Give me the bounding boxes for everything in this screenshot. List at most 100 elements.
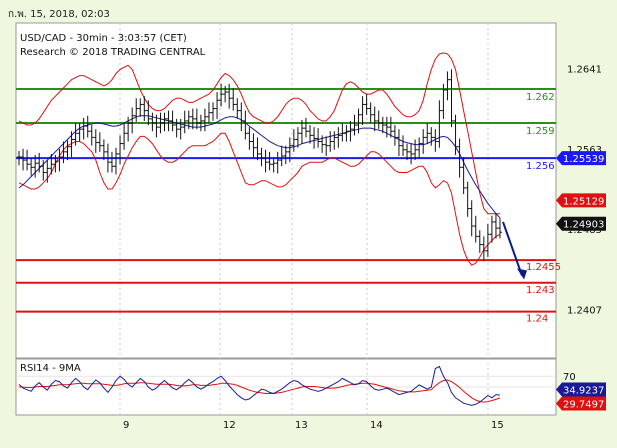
price-bar — [227, 83, 232, 109]
price-bar — [57, 148, 62, 172]
price-bar — [65, 140, 70, 161]
main-plot-area — [15, 22, 557, 359]
price-bar — [409, 143, 414, 165]
price-bar — [259, 147, 264, 167]
price-bar — [433, 129, 438, 152]
price-bar — [178, 118, 183, 140]
price-bar — [134, 98, 139, 122]
price-bar — [53, 154, 58, 173]
price-bar — [202, 108, 207, 132]
price-bar — [77, 122, 82, 142]
price-bar — [182, 110, 187, 134]
price-bar — [477, 230, 482, 253]
forecast-arrowhead — [517, 268, 527, 280]
price-bar — [194, 108, 199, 130]
y-tick-label: 1.2563 — [567, 145, 602, 156]
price-bar — [142, 96, 147, 121]
price-bar — [299, 119, 304, 144]
price-bar — [425, 122, 430, 144]
price-bar — [283, 145, 288, 165]
price-bar — [279, 145, 284, 167]
forecast-arrow — [502, 221, 523, 276]
bollinger-lower-line — [18, 132, 501, 266]
price-bar — [332, 131, 337, 150]
level-label: 1.2455 — [526, 262, 561, 273]
price-bar — [166, 110, 171, 132]
price-bar — [73, 122, 78, 146]
price-bar — [243, 110, 248, 140]
price-tag: 1.25129 — [556, 193, 606, 208]
price-bar — [122, 122, 127, 150]
price-bar — [29, 158, 34, 176]
x-tick-label: 9 — [123, 420, 129, 431]
price-bar — [453, 114, 458, 155]
price-bar — [308, 125, 313, 144]
price-bar — [384, 116, 389, 138]
price-bar — [255, 137, 260, 161]
bollinger-upper-line — [18, 52, 500, 215]
x-tick-label: 15 — [491, 420, 504, 431]
y-tick-label: 1.2407 — [567, 306, 602, 317]
price-bar — [198, 114, 203, 132]
chart-title: USD/CAD - 30min - 3:03:57 (CET) — [20, 33, 187, 44]
price-bar — [37, 152, 42, 173]
price-bar — [263, 149, 268, 173]
price-bar — [328, 131, 333, 152]
datetime-label: ก.พ. 15, 2018, 02:03 — [8, 9, 110, 20]
price-bar — [405, 143, 410, 161]
rsi-title: RSI14 - 9MA — [20, 363, 81, 374]
price-bar — [239, 102, 244, 132]
price-bar — [186, 110, 191, 130]
price-bar — [21, 148, 26, 171]
price-bar — [126, 116, 131, 142]
x-tick-label: 14 — [370, 420, 383, 431]
price-bar — [400, 135, 405, 156]
price-bar — [364, 94, 369, 115]
price-bar — [312, 127, 317, 149]
price-bar — [223, 85, 228, 103]
y-tick-label: 1.2641 — [567, 64, 602, 75]
price-bar — [174, 118, 179, 138]
price-bar — [316, 128, 321, 148]
price-bar — [291, 129, 296, 152]
price-bar — [429, 127, 434, 146]
rsi-tick-label: 70 — [563, 372, 576, 383]
price-bar — [437, 100, 442, 148]
price-bar — [388, 116, 393, 138]
price-bar — [449, 69, 454, 128]
price-bar — [162, 112, 167, 132]
price-bar — [219, 83, 224, 107]
price-bar — [445, 71, 450, 101]
moving-average-line — [18, 115, 501, 219]
price-bar — [275, 151, 280, 174]
price-bar — [320, 135, 325, 153]
price-bar — [461, 157, 466, 195]
price-bar — [33, 154, 38, 178]
price-bar — [489, 215, 494, 243]
price-bar — [61, 141, 66, 164]
price-bar — [17, 150, 21, 166]
price-bar — [396, 129, 401, 156]
level-label: 1.256 — [526, 161, 555, 172]
price-bar — [413, 139, 418, 161]
price-bar — [89, 125, 94, 146]
price-bar — [352, 114, 357, 136]
price-bar — [190, 108, 195, 130]
price-bar — [493, 213, 498, 239]
price-bar — [267, 151, 272, 171]
price-bar — [158, 112, 163, 134]
price-bar — [485, 224, 490, 257]
price-bar — [69, 131, 74, 157]
price-bar — [421, 129, 426, 154]
price-bar — [231, 87, 236, 111]
price-bar — [380, 116, 385, 134]
price-bar — [441, 83, 446, 119]
price-bar — [85, 115, 90, 138]
rsi-ma-line — [19, 379, 501, 403]
price-bar — [295, 127, 300, 148]
svg-text:1.25539: 1.25539 — [563, 154, 604, 165]
price-bar — [206, 102, 211, 123]
rsi-line — [18, 365, 501, 406]
svg-text:1.25129: 1.25129 — [563, 196, 604, 207]
price-bar — [356, 108, 361, 134]
